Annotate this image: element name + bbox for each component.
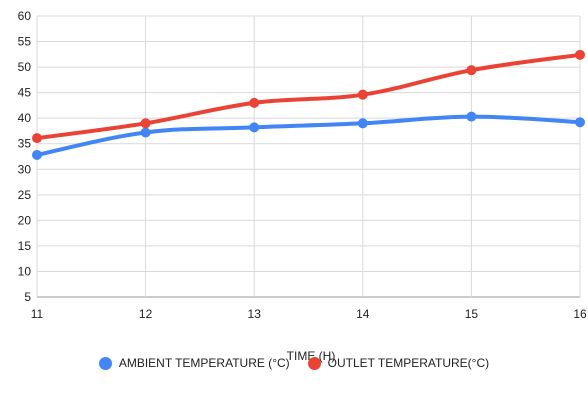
x-axis-title: TIME (H) bbox=[287, 349, 336, 363]
data-point-outlet bbox=[357, 89, 368, 100]
x-tick-label: 13 bbox=[248, 307, 262, 321]
y-tick-label: 15 bbox=[18, 239, 32, 253]
y-tick-label: 10 bbox=[18, 264, 32, 278]
data-point-ambient bbox=[357, 118, 368, 129]
y-tick-label: 30 bbox=[18, 162, 32, 176]
legend: AMBIENT TEMPERATURE (°C) OUTLET TEMPERAT… bbox=[0, 356, 588, 370]
data-point-outlet bbox=[140, 118, 151, 129]
x-tick-label: 16 bbox=[573, 307, 587, 321]
data-point-ambient bbox=[466, 111, 477, 122]
data-point-outlet bbox=[32, 133, 42, 144]
y-tick-label: 55 bbox=[18, 35, 32, 49]
y-tick-label: 40 bbox=[18, 111, 32, 125]
x-tick-label: 11 bbox=[31, 307, 44, 321]
y-axis-ticks: 5 10 15 20 25 30 35 40 45 50 55 60 bbox=[18, 9, 32, 304]
x-tick-label: 12 bbox=[139, 307, 153, 321]
series-line-outlet bbox=[35, 52, 582, 141]
y-tick-label: 45 bbox=[18, 86, 32, 100]
series-layer bbox=[32, 49, 585, 160]
data-point-ambient bbox=[32, 149, 42, 160]
x-tick-label: 15 bbox=[465, 307, 479, 321]
y-tick-label: 25 bbox=[18, 188, 32, 202]
legend-label-ambient: AMBIENT TEMPERATURE (°C) bbox=[118, 356, 290, 370]
data-point-ambient bbox=[140, 127, 151, 138]
x-tick-label: 14 bbox=[356, 307, 370, 321]
data-point-outlet bbox=[466, 65, 477, 76]
x-axis-ticks: 11 12 13 14 15 16 bbox=[31, 307, 587, 321]
data-point-outlet bbox=[249, 97, 260, 108]
y-tick-label: 60 bbox=[18, 9, 32, 23]
y-tick-label: 35 bbox=[18, 137, 32, 151]
data-point-outlet bbox=[575, 49, 585, 60]
legend-marker-outlet bbox=[307, 356, 321, 370]
y-tick-label: 50 bbox=[18, 60, 32, 74]
legend-item-outlet[interactable]: OUTLET TEMPERATURE(°C) bbox=[307, 356, 490, 370]
legend-label-outlet: OUTLET TEMPERATURE(°C) bbox=[327, 356, 490, 370]
legend-item-ambient[interactable]: AMBIENT TEMPERATURE (°C) bbox=[98, 356, 290, 370]
legend-marker-ambient bbox=[98, 356, 112, 370]
data-point-ambient bbox=[575, 117, 585, 128]
series-line-ambient bbox=[35, 114, 582, 157]
gridlines bbox=[36, 15, 581, 298]
y-tick-label: 20 bbox=[18, 213, 32, 227]
data-point-ambient bbox=[249, 122, 260, 133]
y-tick-label: 5 bbox=[24, 290, 31, 304]
